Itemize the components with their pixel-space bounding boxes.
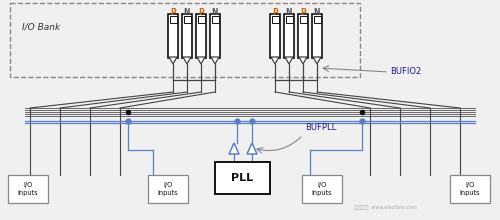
Text: I/O
Inputs: I/O Inputs	[18, 183, 38, 196]
Polygon shape	[183, 57, 191, 64]
Text: P: P	[300, 8, 306, 17]
Bar	[10, 3, 360, 77]
Bar	[184, 16, 190, 23]
Text: N: N	[314, 8, 320, 17]
Polygon shape	[229, 143, 239, 154]
Bar	[286, 16, 292, 23]
Text: PLL: PLL	[231, 173, 253, 183]
Bar	[298, 14, 308, 58]
Polygon shape	[247, 143, 257, 154]
Bar	[182, 14, 192, 58]
Polygon shape	[197, 57, 205, 64]
Text: I/O
Inputs: I/O Inputs	[460, 183, 480, 196]
Polygon shape	[169, 57, 177, 64]
Text: P: P	[170, 8, 176, 17]
Bar	[148, 175, 188, 203]
Bar	[170, 16, 176, 23]
Bar	[198, 16, 204, 23]
Polygon shape	[285, 57, 293, 64]
Text: N: N	[212, 8, 218, 17]
Bar	[270, 14, 280, 58]
Bar	[450, 175, 490, 203]
Text: P: P	[272, 8, 278, 17]
Text: 电子发烧友  www.elecfans.com: 电子发烧友 www.elecfans.com	[354, 205, 416, 210]
Bar	[8, 175, 48, 203]
Polygon shape	[299, 57, 307, 64]
Bar	[212, 16, 218, 23]
Bar	[300, 16, 306, 23]
Text: I/O
Inputs: I/O Inputs	[312, 183, 332, 196]
Bar	[196, 14, 206, 58]
Bar	[314, 16, 320, 23]
Bar	[210, 14, 220, 58]
Text: N: N	[184, 8, 190, 17]
Text: P: P	[198, 8, 204, 17]
Polygon shape	[211, 57, 219, 64]
Polygon shape	[313, 57, 321, 64]
Bar	[284, 14, 294, 58]
Bar	[312, 14, 322, 58]
Text: N: N	[286, 8, 292, 17]
Bar	[168, 14, 178, 58]
Bar	[272, 16, 278, 23]
Text: I/O Bank: I/O Bank	[22, 22, 60, 31]
Polygon shape	[271, 57, 279, 64]
Text: I/O
Inputs: I/O Inputs	[158, 183, 178, 196]
Text: BUFIO2: BUFIO2	[390, 68, 421, 77]
Bar	[302, 175, 342, 203]
Bar	[215, 162, 270, 194]
Text: BUFPLL: BUFPLL	[305, 123, 336, 132]
